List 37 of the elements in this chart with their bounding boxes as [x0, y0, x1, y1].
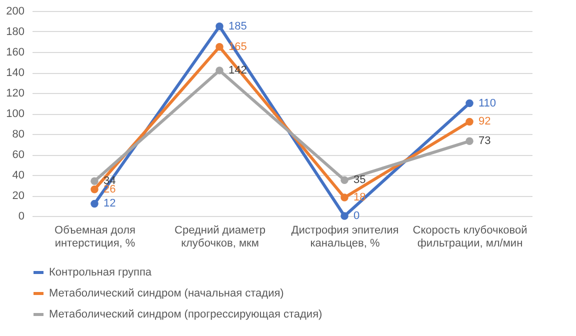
y-tick-label: 140	[6, 67, 24, 79]
legend-label: Контрольная группа	[49, 266, 152, 278]
point	[90, 177, 98, 186]
point	[340, 212, 348, 220]
data-label: 185	[228, 20, 247, 32]
y-tick-label: 100	[6, 108, 24, 120]
x-tick-label: Средний диаметр клубочков, мкм	[174, 224, 266, 250]
point	[216, 22, 224, 30]
x-tick-label: Объемная доля интерстиция, %	[54, 224, 136, 250]
point	[90, 185, 98, 194]
point	[216, 66, 224, 74]
y-tick-label: 20	[12, 190, 24, 202]
data-label: 110	[478, 97, 496, 110]
y-tick-label: 180	[6, 26, 24, 38]
data-label: 0	[354, 210, 360, 222]
point	[466, 99, 474, 108]
data-label: 73	[478, 135, 491, 148]
point	[90, 200, 98, 208]
point	[340, 176, 348, 184]
point	[216, 43, 224, 51]
y-tick-label: 120	[6, 88, 24, 100]
y-tick-label: 40	[12, 170, 24, 182]
y-tick-label: 60	[12, 149, 24, 161]
point	[466, 137, 474, 146]
data-label: 92	[478, 116, 491, 128]
data-label: 12	[104, 198, 116, 210]
data-label: 35	[354, 174, 366, 186]
y-tick-label: 80	[12, 128, 24, 140]
y-tick-label: 200	[6, 6, 24, 18]
y-tick-label: 0	[18, 210, 24, 222]
x-tick-label: Скорость клубочковой фильтрации, мл/мин	[412, 224, 528, 250]
legend-label: Метаболический синдром (начальная стадия)	[49, 288, 284, 300]
point	[340, 194, 348, 202]
y-tick-label: 160	[6, 46, 24, 58]
point	[466, 118, 474, 126]
legend-label: Метаболический синдром (прогрессирующая стадия)	[49, 308, 322, 320]
x-tick-label: Дистрофия эпителия канальцев, %	[291, 224, 399, 250]
